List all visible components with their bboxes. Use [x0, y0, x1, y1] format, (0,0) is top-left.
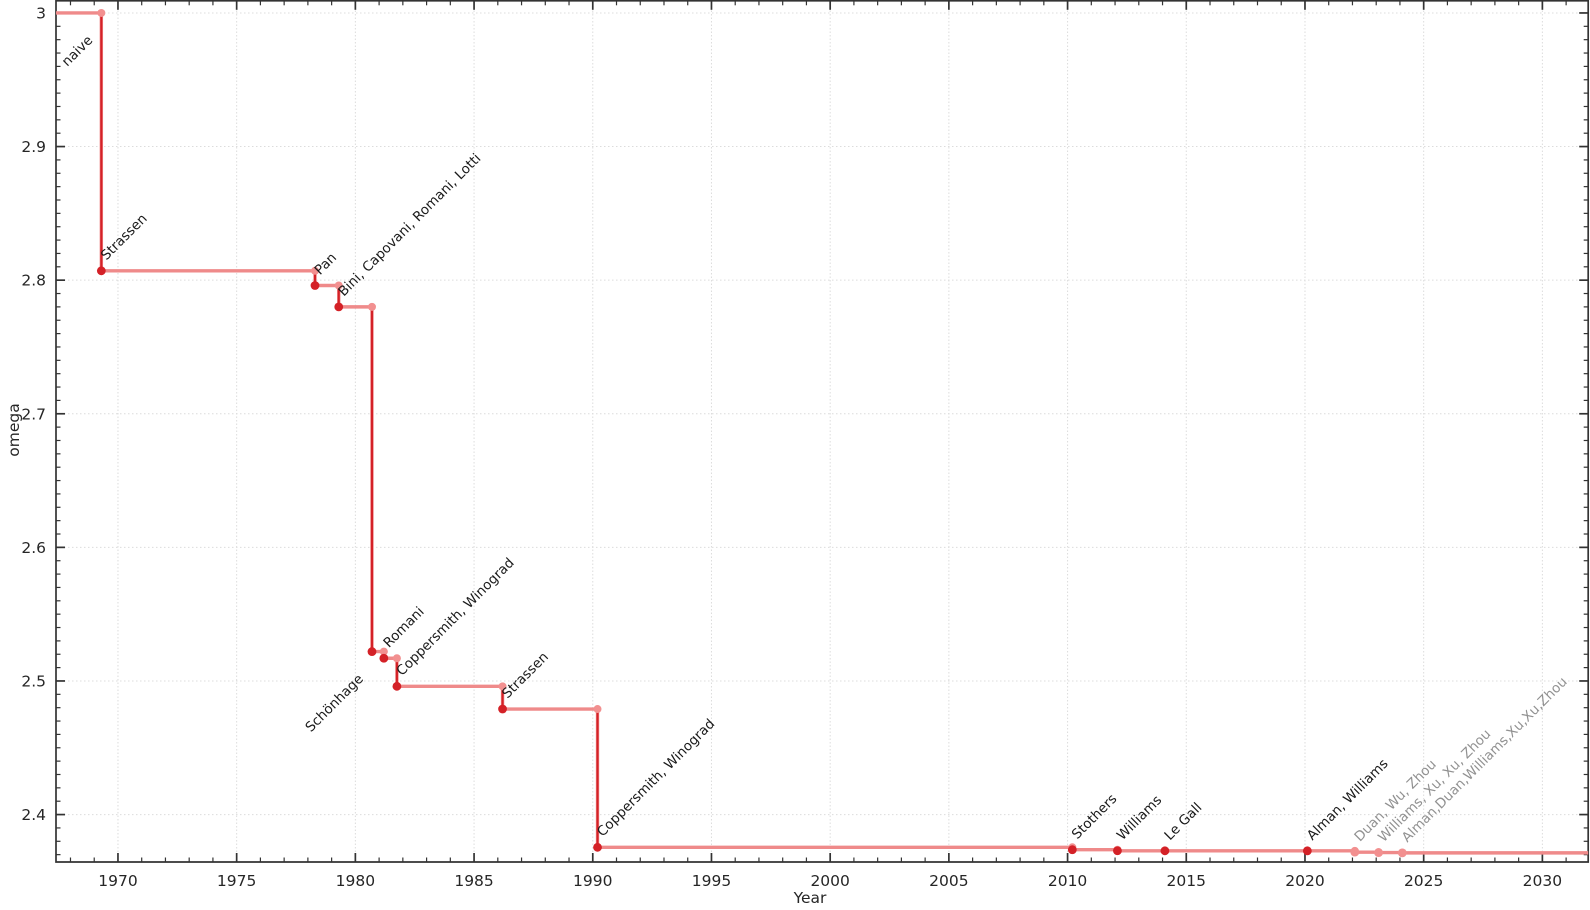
data-point-marker — [1302, 846, 1312, 856]
point-label: Stothers — [1069, 791, 1121, 843]
y-tick-label: 2.6 — [21, 539, 46, 557]
point-label: Williams — [1114, 792, 1165, 843]
point-label: Williams, Xu, Xu, Zhou — [1375, 726, 1494, 845]
y-tick-label: 3 — [36, 4, 46, 22]
point-label: Strassen — [98, 211, 151, 264]
data-point-marker — [379, 653, 389, 663]
x-tick-label: 1980 — [336, 872, 375, 890]
x-tick-label: 1990 — [573, 872, 612, 890]
point-label: naive — [59, 32, 96, 69]
x-tick-label: 2000 — [810, 872, 849, 890]
data-point-marker — [1374, 848, 1383, 857]
x-axis-label: Year — [793, 889, 827, 907]
x-tick-label: 2005 — [929, 872, 968, 890]
data-point-marker — [334, 302, 344, 312]
x-tick-label: 1985 — [454, 872, 493, 890]
y-tick-label: 2.7 — [21, 405, 46, 423]
x-tick-label: 1975 — [217, 872, 256, 890]
data-point-marker — [1397, 848, 1407, 858]
data-point-marker — [96, 266, 106, 276]
x-tick-label: 2025 — [1404, 872, 1443, 890]
x-tick-label: 1995 — [692, 872, 731, 890]
data-point-marker — [310, 281, 320, 290]
data-point-marker — [593, 842, 602, 852]
corner-marker — [97, 8, 106, 17]
data-point-marker — [367, 647, 377, 656]
corner-marker — [392, 654, 401, 663]
data-point-marker — [1350, 847, 1360, 857]
y-tick-label: 2.5 — [21, 672, 46, 690]
x-tick-label: 2015 — [1167, 872, 1206, 890]
x-tick-label: 2010 — [1048, 872, 1087, 890]
data-point-marker — [498, 704, 507, 714]
point-label: Le Gall — [1161, 800, 1205, 844]
y-tick-label: 2.4 — [21, 806, 46, 824]
corner-marker — [334, 281, 343, 290]
axis-spines — [55, 0, 1590, 863]
point-label: Bini, Capovani, Romani, Lotti — [335, 151, 484, 300]
point-label: Coppersmith, Winograd — [594, 716, 718, 840]
corner-marker — [311, 266, 320, 275]
y-tick-label: 2.8 — [21, 272, 46, 290]
step-line — [56, 11, 1589, 855]
data-point-marker — [392, 681, 402, 691]
y-tick-label: 2.9 — [21, 138, 46, 156]
data-point-marker — [1160, 846, 1170, 856]
corner-marker — [379, 647, 388, 656]
corner-marker — [593, 705, 602, 714]
point-label: Strassen — [499, 649, 552, 702]
corner-marker — [367, 302, 376, 311]
y-axis-label: omega — [5, 403, 23, 457]
x-tick-label: 2020 — [1285, 872, 1324, 890]
corner-marker — [498, 682, 507, 691]
data-point-marker — [1067, 845, 1077, 855]
x-tick-label: 1970 — [98, 872, 137, 890]
data-point-marker — [1113, 846, 1122, 856]
x-tick-label: 2030 — [1523, 872, 1562, 890]
